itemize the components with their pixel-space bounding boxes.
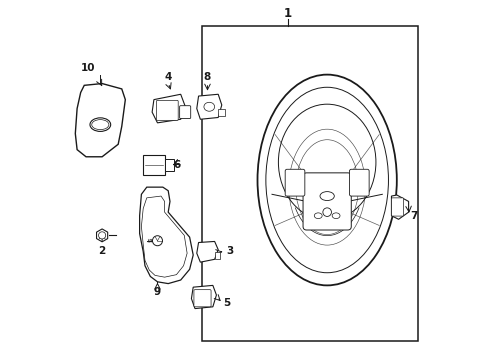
Polygon shape: [392, 195, 409, 219]
Polygon shape: [192, 285, 217, 309]
FancyBboxPatch shape: [143, 155, 165, 175]
Polygon shape: [97, 229, 108, 242]
Ellipse shape: [332, 213, 340, 219]
Text: 7: 7: [410, 211, 417, 221]
Bar: [215, 252, 220, 258]
Ellipse shape: [90, 118, 111, 131]
Ellipse shape: [266, 87, 389, 273]
FancyBboxPatch shape: [349, 169, 369, 196]
Text: 3: 3: [226, 247, 233, 256]
Bar: [202, 26, 418, 341]
Ellipse shape: [92, 120, 109, 130]
Circle shape: [152, 236, 163, 246]
FancyBboxPatch shape: [303, 173, 351, 230]
FancyBboxPatch shape: [165, 158, 173, 171]
Text: 9: 9: [154, 287, 161, 297]
Polygon shape: [140, 187, 193, 284]
Text: 5: 5: [223, 298, 231, 308]
Polygon shape: [197, 94, 222, 119]
FancyBboxPatch shape: [392, 198, 404, 216]
Circle shape: [98, 232, 106, 239]
Ellipse shape: [258, 75, 397, 285]
FancyBboxPatch shape: [180, 106, 191, 118]
Text: 8: 8: [204, 72, 211, 82]
Polygon shape: [75, 84, 125, 157]
FancyBboxPatch shape: [194, 290, 211, 307]
Text: 4: 4: [165, 72, 172, 82]
Text: 10: 10: [80, 63, 95, 73]
Polygon shape: [197, 242, 218, 262]
Ellipse shape: [314, 213, 322, 219]
Text: 6: 6: [173, 160, 181, 170]
Text: 2: 2: [98, 246, 106, 256]
Ellipse shape: [278, 104, 376, 220]
Bar: [218, 109, 224, 116]
Circle shape: [323, 208, 331, 216]
Ellipse shape: [204, 102, 215, 111]
Ellipse shape: [320, 192, 334, 201]
FancyBboxPatch shape: [156, 100, 178, 120]
Text: 1: 1: [284, 8, 292, 21]
FancyBboxPatch shape: [285, 169, 305, 196]
Polygon shape: [152, 94, 186, 123]
